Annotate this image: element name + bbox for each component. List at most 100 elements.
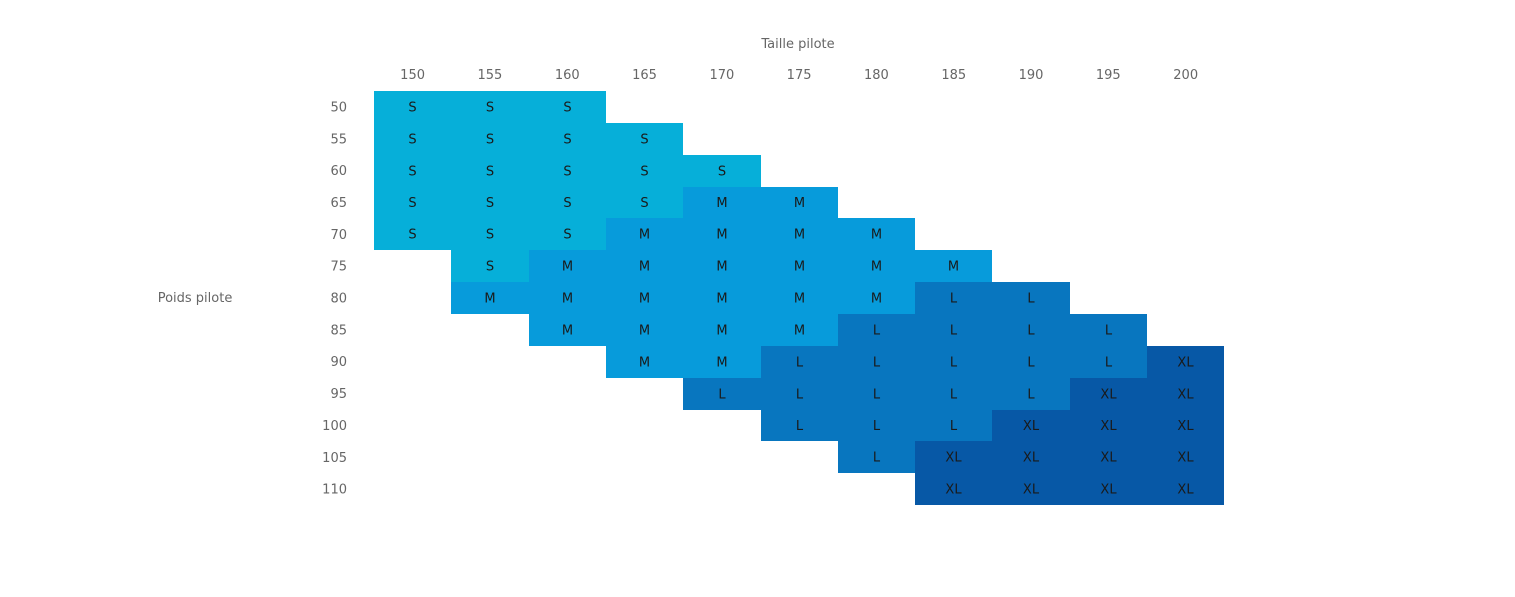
heatmap-cell: [838, 314, 915, 346]
heatmap-cell: [606, 187, 683, 218]
heatmap-cell: [529, 123, 606, 155]
heatmap-cell: [529, 187, 606, 218]
heatmap-cell-label: S: [408, 133, 416, 148]
heatmap-cell: [451, 187, 529, 218]
heatmap-cell: [761, 410, 838, 441]
heatmap-cell: [606, 123, 683, 155]
heatmap-cell: [1070, 441, 1147, 473]
heatmap-cell: [915, 378, 992, 410]
heatmap-cell-label: XL: [1177, 356, 1194, 371]
heatmap-cell: [451, 123, 529, 155]
heatmap-cell: [1147, 473, 1224, 505]
heatmap-cell: [992, 473, 1070, 505]
heatmap-cell: [451, 250, 529, 282]
heatmap-cell-label: XL: [1100, 419, 1117, 434]
heatmap-cell: [451, 282, 529, 314]
heatmap-cell-label: L: [873, 356, 881, 371]
heatmap-cell: [992, 346, 1070, 378]
x-tick-label: 185: [941, 68, 966, 83]
heatmap-cell: [606, 346, 683, 378]
heatmap-cell-label: L: [950, 388, 958, 403]
heatmap-cell-label: M: [794, 324, 805, 339]
y-tick-label: 110: [322, 483, 347, 498]
heatmap-cell-label: XL: [1100, 388, 1117, 403]
y-tick-label: 60: [330, 164, 347, 179]
heatmap-cell: [1070, 346, 1147, 378]
heatmap-cell: [1070, 410, 1147, 441]
heatmap-cell-label: M: [484, 292, 495, 307]
heatmap-cell-label: M: [716, 196, 727, 211]
y-tick-label: 80: [330, 292, 347, 307]
heatmap-cell: [374, 91, 451, 123]
heatmap-cell-label: L: [873, 388, 881, 403]
heatmap-cell-label: M: [639, 228, 650, 243]
x-tick-label: 165: [632, 68, 657, 83]
heatmap-cell: [838, 218, 915, 250]
heatmap-cell-label: S: [563, 133, 571, 148]
heatmap-cell: [606, 155, 683, 187]
heatmap-cell: [992, 441, 1070, 473]
heatmap-cell: [992, 282, 1070, 314]
heatmap-cell: [761, 378, 838, 410]
x-axis-title: Taille pilote: [760, 37, 834, 52]
heatmap-cell: [606, 218, 683, 250]
heatmap-cell: [838, 441, 915, 473]
heatmap-cell: [915, 314, 992, 346]
heatmap-cell-label: M: [716, 324, 727, 339]
heatmap-cell: [838, 378, 915, 410]
heatmap-cell: [761, 218, 838, 250]
heatmap-cell-label: S: [640, 133, 648, 148]
heatmap-cell-label: XL: [1023, 451, 1040, 466]
x-tick-label: 170: [709, 68, 734, 83]
x-tick-label: 200: [1173, 68, 1198, 83]
heatmap-cell-label: S: [563, 101, 571, 116]
y-tick-label: 65: [330, 196, 347, 211]
heatmap-cell-label: L: [1105, 356, 1113, 371]
y-tick-label: 50: [330, 100, 347, 115]
heatmap-cell: [606, 250, 683, 282]
heatmap-cell-label: XL: [1177, 483, 1194, 498]
heatmap-cell: [374, 123, 451, 155]
heatmap-cell: [761, 314, 838, 346]
heatmap-cell: [992, 410, 1070, 441]
heatmap-cell-label: L: [950, 419, 958, 434]
heatmap-cell-label: S: [408, 196, 416, 211]
heatmap-cell-label: XL: [1023, 419, 1040, 434]
y-axis-ticks: 50 55 60 65 70 75 80 85 90 95 100 105 110: [322, 100, 347, 497]
heatmap-cell: [915, 250, 992, 282]
heatmap-cells: S S S S S S S S S S S S S S S S M M S S S M M M M S M M M M M M M M M M M M L L…: [374, 91, 1224, 505]
heatmap-cell-label: M: [562, 292, 573, 307]
heatmap-cell: [992, 378, 1070, 410]
heatmap-cell-label: S: [563, 228, 571, 243]
heatmap-cell: [915, 473, 992, 505]
heatmap-cell: [529, 91, 606, 123]
heatmap-cell-label: L: [1027, 292, 1035, 307]
heatmap-cell: [838, 346, 915, 378]
heatmap-cell: [838, 282, 915, 314]
heatmap-cell: [451, 218, 529, 250]
heatmap-cell: [915, 441, 992, 473]
y-axis-title: Poids pilote: [158, 291, 233, 306]
heatmap-cell-label: M: [794, 228, 805, 243]
heatmap-cell-label: M: [871, 260, 882, 275]
y-tick-label: 95: [330, 387, 347, 402]
y-tick-label: 105: [322, 451, 347, 466]
heatmap-cell-label: M: [639, 260, 650, 275]
heatmap-cell-label: M: [639, 292, 650, 307]
heatmap-cell-label: S: [408, 228, 416, 243]
heatmap-cell-label: S: [408, 165, 416, 180]
heatmap-cell: [683, 378, 761, 410]
heatmap-cell-label: M: [716, 260, 727, 275]
heatmap-cell-label: M: [562, 324, 573, 339]
heatmap-cell-label: M: [716, 292, 727, 307]
y-tick-label: 70: [330, 228, 347, 243]
heatmap-cell: [1070, 314, 1147, 346]
heatmap-cell-label: S: [486, 260, 494, 275]
heatmap-cell: [529, 155, 606, 187]
heatmap-cell: [606, 282, 683, 314]
heatmap-cell-label: S: [640, 165, 648, 180]
heatmap-cell-label: S: [486, 196, 494, 211]
x-tick-label: 160: [555, 68, 580, 83]
heatmap-cell: [1147, 410, 1224, 441]
